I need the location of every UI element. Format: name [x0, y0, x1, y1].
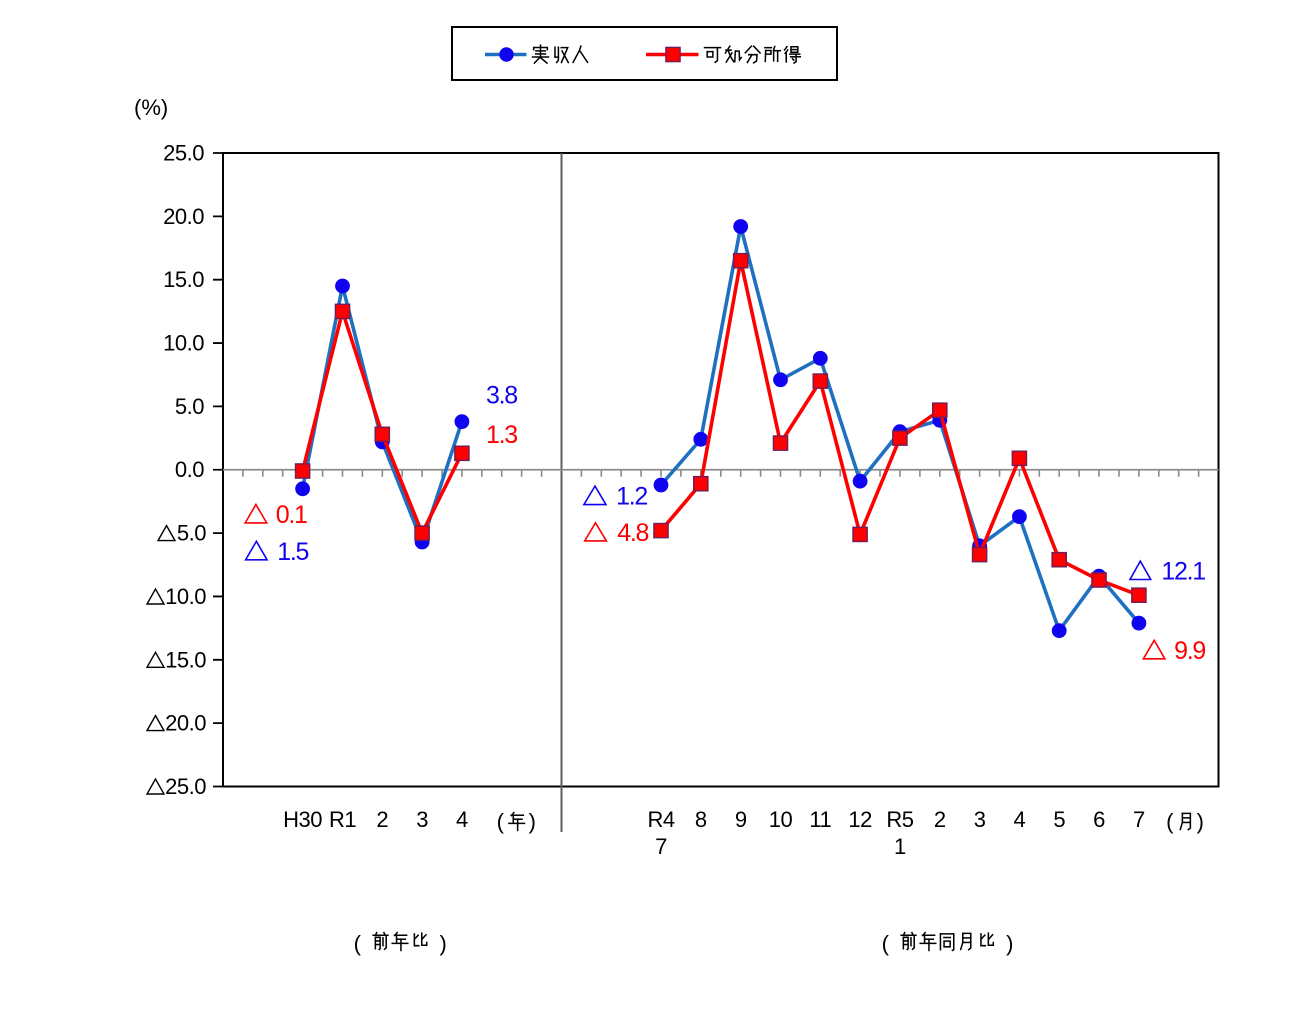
svg-text:): )	[529, 809, 536, 834]
svg-text:25.0: 25.0	[165, 774, 206, 799]
svg-text:1.5: 1.5	[277, 538, 308, 566]
svg-text:15.0: 15.0	[165, 647, 206, 672]
svg-text:): )	[1197, 809, 1204, 834]
svg-text:6: 6	[1093, 807, 1105, 832]
svg-text:4: 4	[1014, 807, 1026, 832]
svg-text:1: 1	[894, 834, 906, 859]
svg-text:4: 4	[456, 807, 468, 832]
svg-text:(: (	[882, 931, 890, 956]
svg-text:4.8: 4.8	[617, 519, 648, 547]
svg-text:10: 10	[769, 807, 793, 832]
svg-text:R4: R4	[647, 807, 674, 832]
svg-text:1.3: 1.3	[486, 421, 517, 449]
svg-text:1.2: 1.2	[616, 483, 647, 511]
svg-text:3: 3	[416, 807, 428, 832]
svg-text:0.0: 0.0	[175, 457, 204, 482]
svg-text:): )	[1006, 931, 1013, 956]
svg-text:5: 5	[1053, 807, 1065, 832]
svg-text:(: (	[1166, 809, 1174, 834]
svg-text:7: 7	[1133, 807, 1145, 832]
svg-text:(: (	[497, 809, 505, 834]
svg-text:25.0: 25.0	[163, 141, 204, 166]
svg-text:20.0: 20.0	[165, 711, 206, 736]
svg-text:20.0: 20.0	[163, 204, 204, 229]
svg-text:12.1: 12.1	[1161, 558, 1205, 586]
svg-text:11: 11	[809, 807, 831, 832]
svg-text:10.0: 10.0	[163, 331, 204, 356]
svg-text:2: 2	[376, 807, 388, 832]
svg-text:0.1: 0.1	[276, 501, 307, 529]
svg-text:5.0: 5.0	[175, 394, 204, 419]
svg-text:(: (	[354, 931, 362, 956]
svg-text:8: 8	[695, 807, 707, 832]
svg-text:(%): (%)	[134, 95, 168, 120]
svg-text:12: 12	[848, 807, 872, 832]
svg-text:10.0: 10.0	[165, 584, 206, 609]
svg-text:3.8: 3.8	[486, 382, 517, 410]
svg-text:9: 9	[735, 807, 747, 832]
svg-text:): )	[439, 931, 446, 956]
svg-text:R5: R5	[886, 807, 913, 832]
svg-text:5.0: 5.0	[177, 521, 206, 546]
svg-text:H30: H30	[283, 807, 322, 832]
svg-text:3: 3	[974, 807, 986, 832]
svg-text:15.0: 15.0	[163, 267, 204, 292]
svg-text:9.9: 9.9	[1174, 637, 1205, 665]
svg-text:7: 7	[655, 834, 667, 859]
svg-text:R1: R1	[329, 807, 356, 832]
svg-text:2: 2	[934, 807, 946, 832]
